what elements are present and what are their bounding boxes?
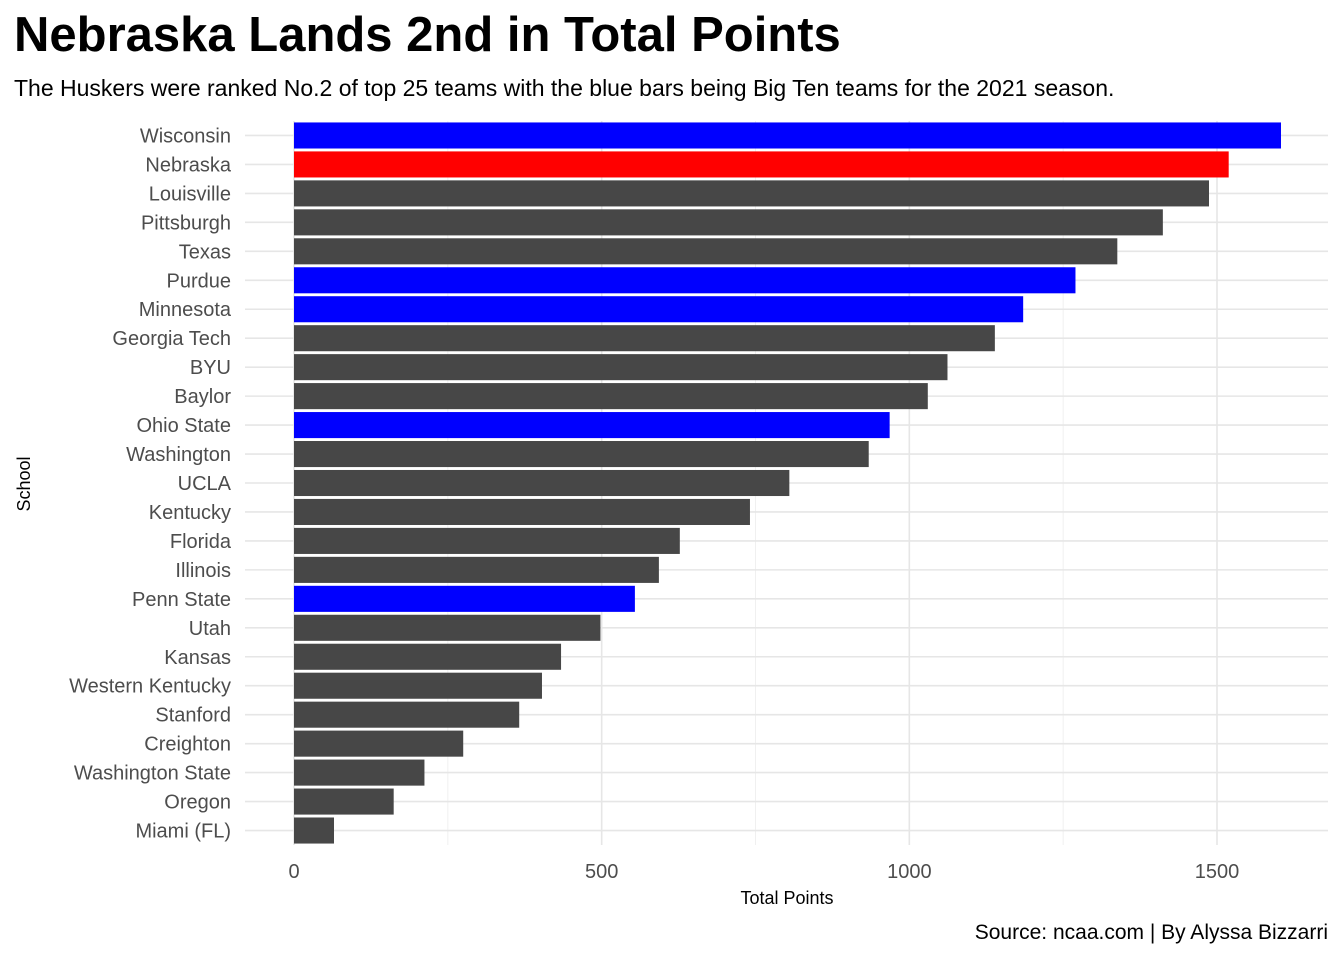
bar-purdue bbox=[294, 267, 1076, 294]
bar-kentucky bbox=[294, 498, 750, 525]
y-tick-label: Utah bbox=[189, 618, 231, 640]
bar-utah bbox=[294, 614, 601, 641]
bar-penn-state bbox=[294, 585, 635, 612]
y-tick-label: Florida bbox=[170, 531, 232, 553]
bar-nebraska bbox=[294, 151, 1229, 178]
y-tick-label: Washington bbox=[126, 444, 231, 466]
bar-western-kentucky bbox=[294, 672, 542, 699]
y-tick-label: Texas bbox=[179, 241, 231, 263]
bar-kansas bbox=[294, 643, 562, 670]
y-tick-label: Illinois bbox=[175, 560, 231, 582]
x-tick-label: 1000 bbox=[887, 861, 932, 883]
y-tick-label: Nebraska bbox=[145, 154, 231, 176]
y-tick-label: Minnesota bbox=[139, 299, 232, 321]
y-tick-label: Stanford bbox=[155, 705, 231, 727]
bar-texas bbox=[294, 238, 1118, 265]
y-tick-labels: Wisconsin Nebraska Louisville Pittsburgh Tex… bbox=[69, 125, 232, 842]
x-tick-labels: 0 500 1000 1500 bbox=[288, 861, 1239, 883]
bar-baylor bbox=[294, 383, 928, 410]
bar-miami-fl bbox=[294, 817, 334, 844]
y-tick-label: Wisconsin bbox=[140, 125, 231, 147]
bar-minnesota bbox=[294, 296, 1024, 323]
bar-ucla bbox=[294, 469, 790, 497]
bar-pittsburgh bbox=[294, 209, 1163, 236]
bar-ohio-state bbox=[294, 412, 890, 439]
y-tick-label: Western Kentucky bbox=[69, 676, 231, 698]
y-tick-label: Louisville bbox=[149, 183, 231, 205]
x-tick-label: 1500 bbox=[1195, 861, 1240, 883]
chart-caption: Source: ncaa.com | By Alyssa Bizzarri bbox=[974, 921, 1328, 944]
y-tick-label: Purdue bbox=[167, 270, 232, 292]
bar-washington bbox=[294, 441, 869, 468]
y-tick-label: Oregon bbox=[164, 792, 231, 814]
x-tick-label: 0 bbox=[288, 861, 299, 883]
x-axis-title: Total Points bbox=[740, 888, 833, 908]
bar-florida bbox=[294, 527, 680, 554]
bars bbox=[294, 122, 1281, 844]
y-axis-title: School bbox=[14, 456, 34, 511]
bar-creighton bbox=[294, 730, 464, 757]
bar-wisconsin bbox=[294, 122, 1281, 149]
y-tick-label: Georgia Tech bbox=[112, 328, 231, 350]
y-tick-label: Kansas bbox=[164, 647, 231, 669]
y-tick-label: Baylor bbox=[174, 386, 231, 408]
chart-subtitle: The Huskers were ranked No.2 of top 25 t… bbox=[14, 75, 1115, 101]
bar-byu bbox=[294, 354, 948, 381]
bar-georgia-tech bbox=[294, 325, 995, 352]
bar-oregon bbox=[294, 788, 394, 815]
y-tick-label: Ohio State bbox=[136, 415, 231, 437]
y-tick-label: BYU bbox=[190, 357, 231, 379]
y-tick-label: Miami (FL) bbox=[135, 821, 231, 843]
chart-title: Nebraska Lands 2nd in Total Points bbox=[14, 8, 841, 62]
y-tick-label: Penn State bbox=[132, 589, 231, 611]
y-tick-label: Pittsburgh bbox=[141, 212, 231, 234]
y-tick-label: Washington State bbox=[74, 763, 231, 785]
bar-louisville bbox=[294, 180, 1210, 207]
x-tick-label: 500 bbox=[585, 861, 618, 883]
bar-washington-state bbox=[294, 759, 425, 786]
bar-stanford bbox=[294, 701, 520, 728]
y-tick-label: Creighton bbox=[144, 734, 231, 756]
y-tick-label: Kentucky bbox=[149, 502, 231, 524]
bar-illinois bbox=[294, 556, 659, 583]
y-tick-label: UCLA bbox=[178, 473, 232, 495]
